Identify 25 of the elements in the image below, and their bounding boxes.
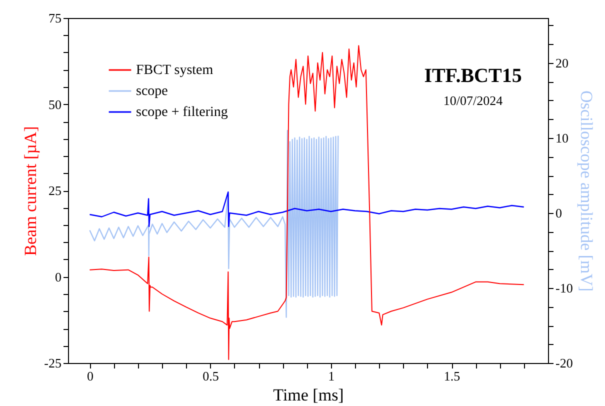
y2-tick-label: 10: [556, 130, 568, 146]
y-tick-label: 50: [48, 96, 62, 112]
y2-tick-label: 0: [556, 206, 562, 220]
y2-tick-label: -20: [556, 356, 573, 370]
legend-label: scope: [136, 84, 168, 99]
y2-axis-title: Oscilloscope amplitude [mV]: [576, 90, 596, 292]
line-series: [89, 191, 524, 228]
y2-tick-label: -10: [556, 280, 573, 296]
line-series: [89, 130, 339, 318]
y-tick-label: 25: [48, 183, 62, 198]
x-tick-label: 1: [328, 368, 335, 384]
text: 10/07/2024: [443, 93, 504, 108]
y-tick-label: -25: [44, 356, 62, 370]
y2-tick-label: 20: [556, 56, 568, 70]
legend-label: scope + filtering: [136, 105, 228, 120]
y-tick-label: 0: [55, 269, 62, 284]
legend-label: FBCT system: [136, 63, 214, 78]
x-axis-title: Time [ms]: [273, 386, 344, 404]
y-tick-label: 75: [48, 10, 62, 26]
text: ITF.BCT15: [424, 65, 522, 87]
y-axis-title: Beam current [µA]: [21, 126, 40, 256]
x-tick-label: 0.5: [202, 368, 219, 384]
line-series: [89, 45, 524, 360]
x-tick-label: 0: [86, 368, 94, 384]
x-tick-label: 1.5: [444, 368, 460, 384]
